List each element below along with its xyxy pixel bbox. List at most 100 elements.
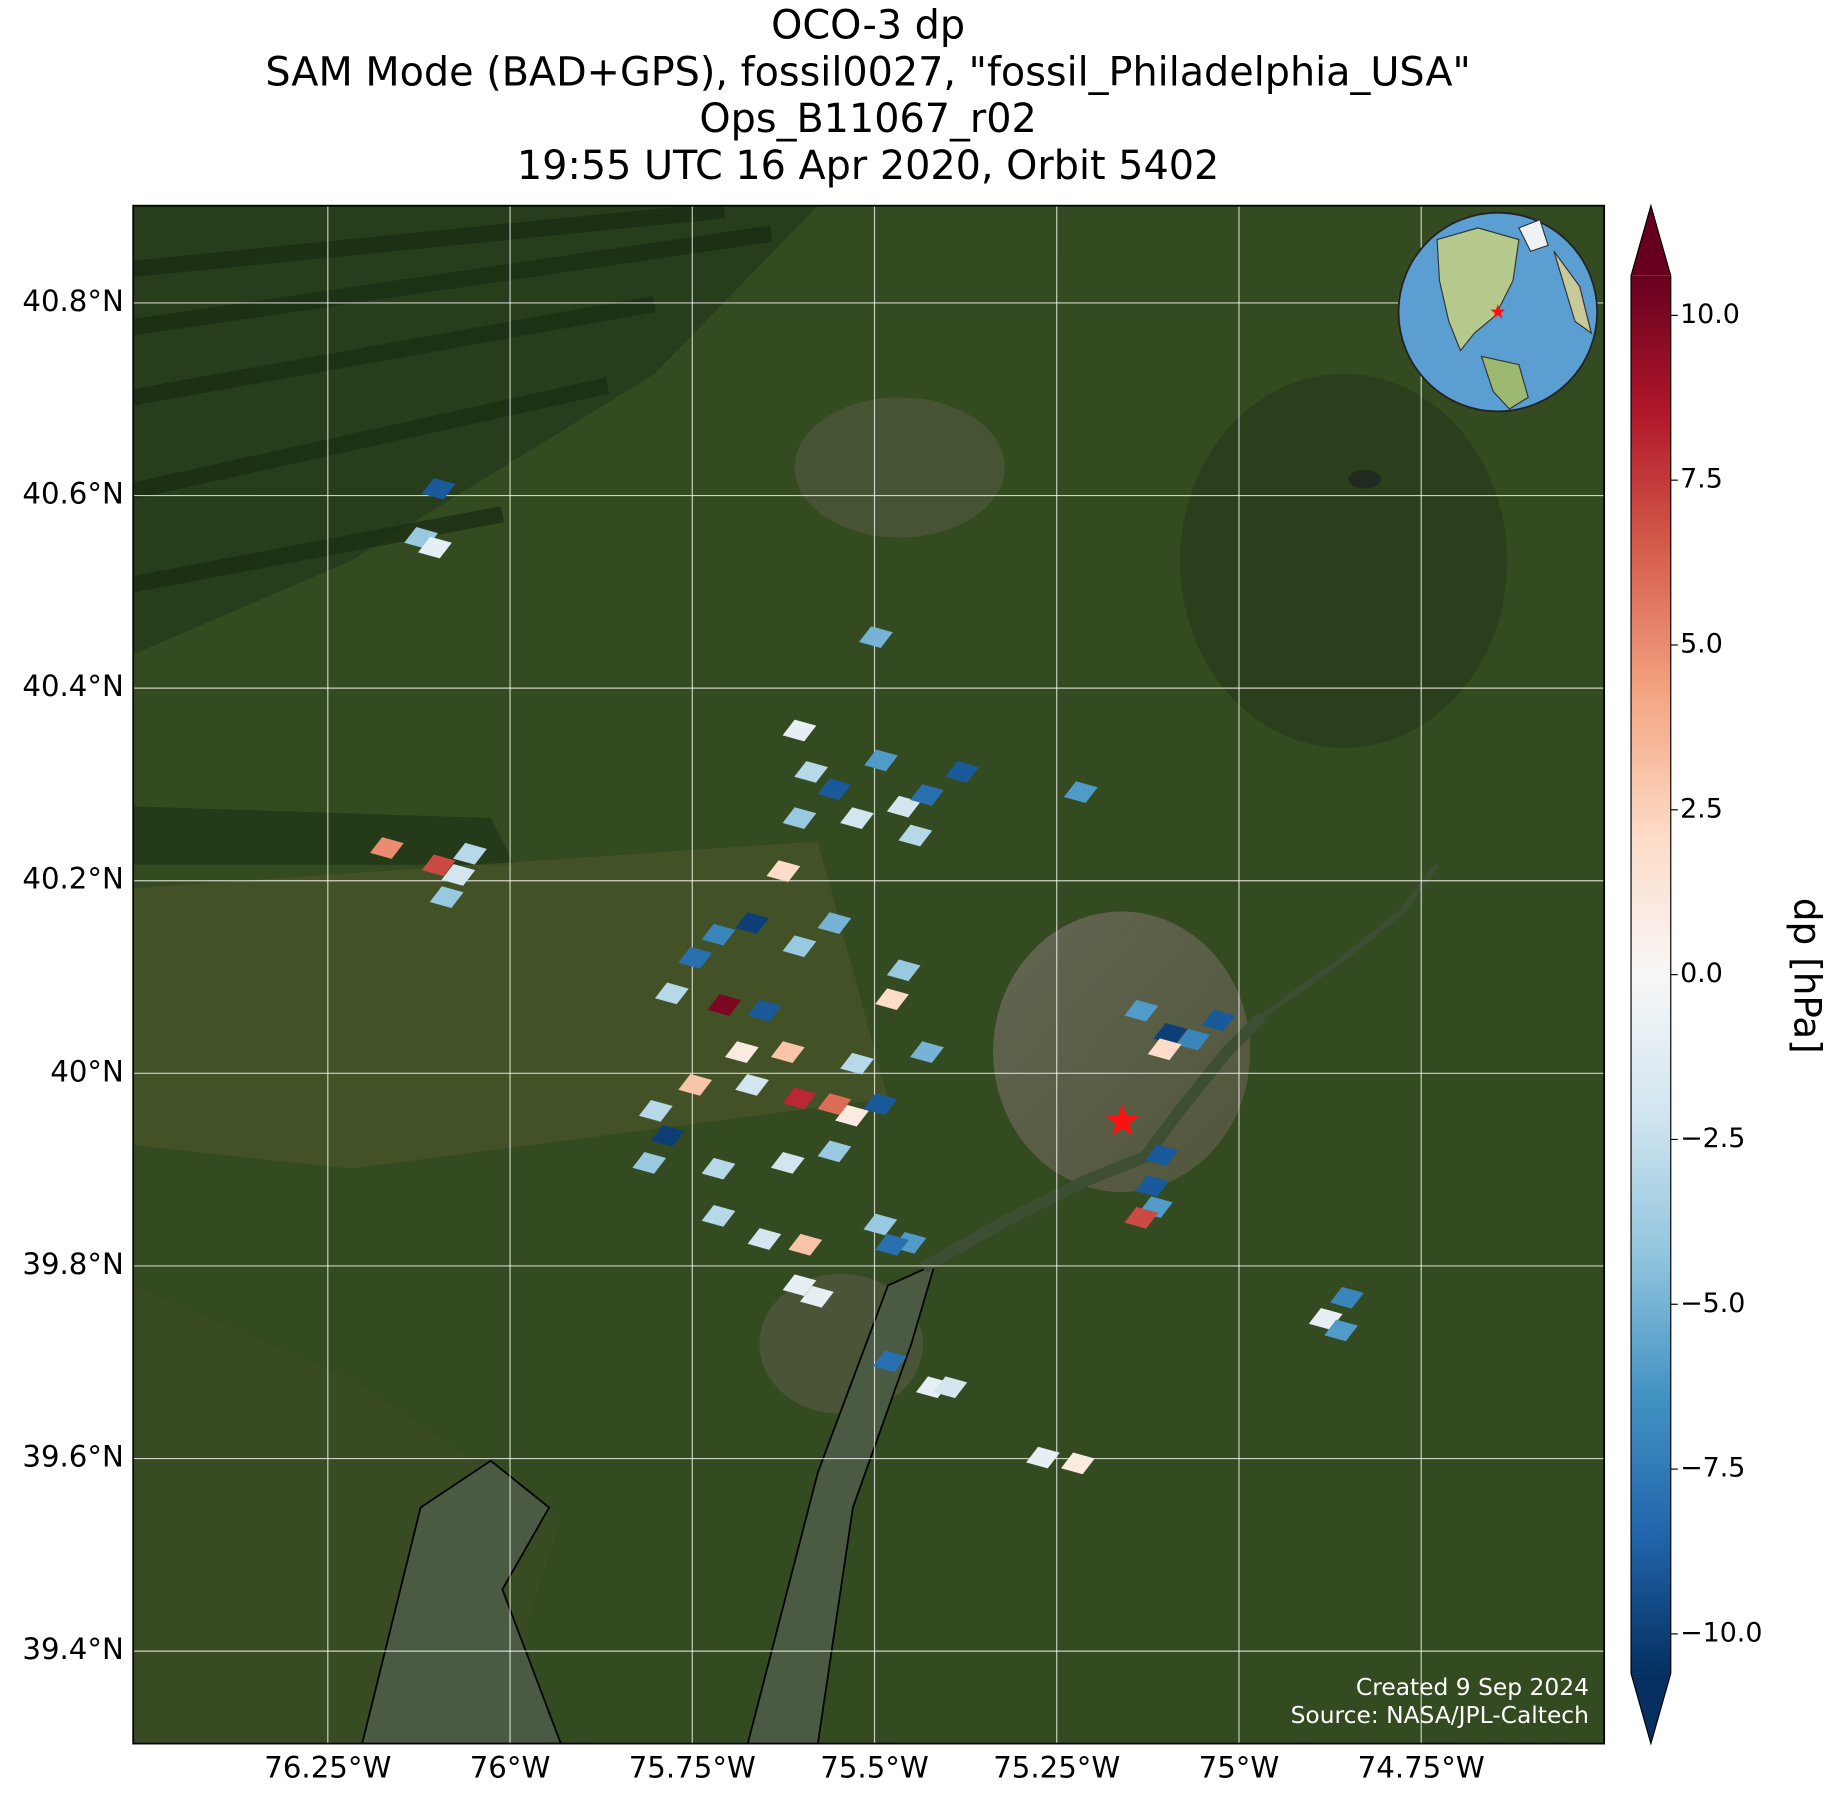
footprint — [1147, 1038, 1182, 1061]
colorbar-tick-label: 10.0 — [1680, 299, 1740, 330]
map-frame — [132, 204, 1606, 1745]
footprint — [650, 1125, 685, 1147]
credit: Created 9 Sep 2024 — [1356, 1673, 1589, 1701]
colorbar-tick-label: 0.0 — [1680, 958, 1723, 989]
footprint — [945, 761, 979, 783]
footprint — [770, 1152, 805, 1174]
footprint — [418, 536, 452, 559]
footprint — [1061, 1452, 1095, 1475]
footprint — [707, 994, 742, 1016]
footprint — [910, 1041, 944, 1064]
y-tick-label: 40.2°N — [22, 862, 123, 896]
colorbar-tick-label: 2.5 — [1680, 793, 1723, 824]
site-marker — [1105, 1103, 1140, 1136]
colorbar-body — [1631, 275, 1671, 1674]
title-line: SAM Mode (BAD+GPS), fossil0027, "fossil_… — [265, 49, 1470, 95]
y-tick-label: 39.4°N — [22, 1632, 123, 1666]
footprint — [863, 1213, 898, 1236]
footprint — [835, 1104, 869, 1127]
footprint — [1124, 999, 1159, 1022]
colorbar-tick-label: 7.5 — [1680, 464, 1723, 495]
footprint — [782, 719, 817, 742]
y-tick-label: 40.6°N — [22, 477, 123, 511]
footprint — [817, 912, 852, 934]
footprints — [370, 477, 1364, 1475]
footprint — [747, 1228, 782, 1250]
footprint — [886, 959, 921, 982]
colorbar-tick-label: −10.0 — [1680, 1617, 1762, 1648]
footprint — [794, 761, 828, 783]
footprint — [872, 1350, 907, 1373]
y-tick-label: 40.4°N — [22, 669, 123, 703]
footprint — [782, 807, 817, 829]
footprint — [370, 837, 404, 859]
footprint — [655, 982, 689, 1005]
colorbar-label: dp [hPa] — [1786, 898, 1830, 1054]
footprint — [864, 749, 898, 772]
colorbar-tick-label: −2.5 — [1680, 1123, 1745, 1154]
footprint — [782, 1087, 817, 1110]
x-tick-label: 75.25°W — [993, 1750, 1120, 1784]
x-tick-label: 76.25°W — [264, 1750, 391, 1784]
footprint — [638, 1100, 673, 1122]
colorbar-bottom-extend — [1631, 1673, 1671, 1744]
footprint — [1176, 1028, 1210, 1051]
x-tick-label: 75.5°W — [820, 1750, 928, 1784]
footprint — [1144, 1144, 1179, 1167]
y-tick-label: 40°N — [50, 1054, 124, 1088]
x-tick-label: 74.75°W — [1358, 1750, 1485, 1784]
footprint — [429, 886, 464, 908]
footprint — [910, 784, 944, 806]
globe-site-marker — [1490, 304, 1506, 319]
title-line: 19:55 UTC 16 Apr 2020, Orbit 5402 — [517, 143, 1219, 189]
footprint — [859, 626, 893, 648]
title-line: Ops_B11067_r02 — [699, 96, 1036, 142]
footprint — [770, 1041, 805, 1064]
footprint — [1201, 1009, 1236, 1032]
colorbar-top-extend — [1631, 205, 1671, 276]
footprint — [701, 1205, 736, 1227]
footprint — [735, 912, 769, 934]
footprint — [782, 1274, 817, 1297]
footprint — [701, 923, 736, 946]
colorbar-tick-label: 5.0 — [1680, 628, 1723, 659]
footprint — [933, 1376, 968, 1399]
axes: 76.25°W 76°W 75.75°W 75.5°W 75.25°W 75°W 74.75… — [22, 204, 1606, 1784]
footprint — [632, 1152, 667, 1174]
y-tick-label: 39.8°N — [22, 1247, 123, 1281]
footprint — [1063, 781, 1098, 803]
y-tick-label: 39.6°N — [22, 1440, 123, 1474]
footprint — [817, 1093, 852, 1116]
footprint — [840, 807, 874, 829]
colorbar: 10.0 7.5 5.0 2.5 0.0 −2.5 −5.0 −7.5 −10.0 — [1630, 203, 1762, 1746]
x-tick-label: 75°W — [1199, 1750, 1280, 1784]
colorbar-tick-label: −5.0 — [1680, 1288, 1745, 1319]
colorbar-outline — [1630, 203, 1672, 1746]
footprint — [747, 999, 782, 1022]
x-tick-label: 76°W — [470, 1750, 551, 1784]
footprint — [800, 1285, 834, 1308]
footprint — [817, 778, 852, 801]
footprint — [1135, 1175, 1170, 1197]
footprint — [421, 477, 456, 500]
footprint — [1324, 1319, 1358, 1342]
footprint — [1026, 1446, 1060, 1469]
footprint — [782, 935, 817, 958]
footprint — [735, 1074, 769, 1096]
footprint — [701, 1157, 736, 1180]
footprint — [678, 946, 713, 969]
basemap — [133, 205, 1605, 1744]
x-tick-label: 75.75°W — [629, 1750, 756, 1784]
footprint — [1124, 1206, 1159, 1229]
footprint — [898, 824, 933, 847]
footprint — [788, 1233, 823, 1256]
footprint — [840, 1052, 874, 1075]
footprint — [863, 1093, 898, 1116]
footprint — [1330, 1286, 1364, 1309]
footprint — [678, 1074, 713, 1096]
footprint — [421, 854, 456, 877]
footprint — [441, 864, 476, 886]
footprint — [875, 1233, 909, 1256]
footprint — [766, 860, 801, 882]
